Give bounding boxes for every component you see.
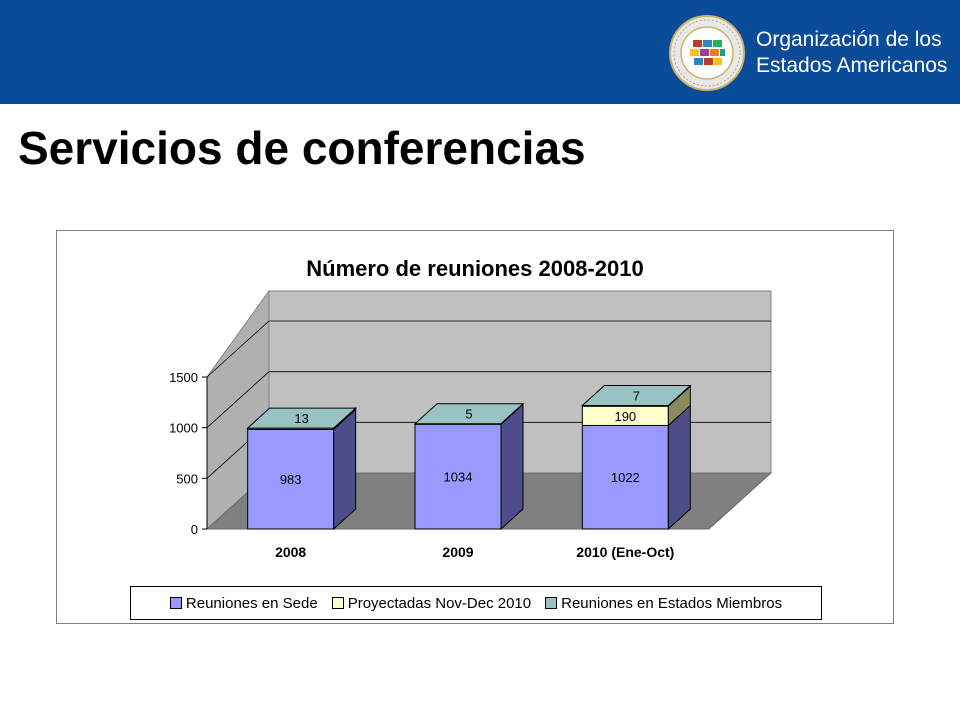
- org-name-line2: Estados Americanos: [756, 54, 948, 77]
- data-label: 1034: [444, 470, 473, 485]
- x-tick-label: 2009: [442, 544, 473, 560]
- data-label: 7: [633, 388, 640, 403]
- data-label: 5: [465, 407, 472, 422]
- chart-legend: Reuniones en Sede Proyectadas Nov-Dec 20…: [130, 586, 822, 620]
- bar-side: [333, 408, 357, 531]
- gridline: [206, 371, 771, 428]
- y-tick-label: 1500: [169, 370, 198, 385]
- y-tick-label: 1000: [169, 421, 198, 436]
- data-label: 190: [614, 409, 636, 424]
- legend-swatch: [331, 597, 344, 609]
- bar-segment: [247, 428, 335, 530]
- chart-frame: Número de reuniones 2008-2010 0 500 1000 15…: [56, 230, 894, 624]
- header-band: Organización de los Estados Americanos: [0, 0, 960, 104]
- data-label: 1022: [611, 470, 640, 485]
- legend-label: Reuniones en Sede: [185, 594, 318, 612]
- legend-swatch: [169, 597, 182, 609]
- oas-seal-logo: [669, 15, 745, 91]
- data-label: 983: [280, 472, 302, 487]
- x-tick-label: 2008: [275, 544, 306, 560]
- bar-chart: Número de reuniones 2008-2010 0 500 1000 15…: [169, 256, 773, 560]
- bar-side: [500, 403, 524, 531]
- legend-swatch: [545, 597, 558, 609]
- x-tick-label: 2010 (Ene-Oct): [576, 544, 674, 560]
- data-label: 13: [294, 411, 308, 426]
- legend-item-sede: Reuniones en Sede: [169, 594, 318, 612]
- legend-item-proyectadas: Proyectadas Nov-Dec 2010: [331, 594, 532, 612]
- bar-top: [581, 384, 692, 406]
- gridline: [206, 320, 771, 378]
- legend-label: Proyectadas Nov-Dec 2010: [347, 594, 532, 612]
- y-tick-label: 500: [176, 471, 198, 486]
- bar-top: [413, 403, 525, 425]
- legend-item-estados: Reuniones en Estados Miembros: [545, 595, 782, 612]
- y-tick-label: 0: [191, 522, 198, 537]
- page-title: Servicios de conferencias: [18, 122, 586, 174]
- chart-title: Número de reuniones 2008-2010: [306, 256, 643, 281]
- bar-top: [246, 407, 357, 429]
- org-name-line1: Organización de los: [756, 28, 942, 51]
- org-name: Organización de los Estados Americanos: [756, 27, 947, 79]
- bar-side: [667, 404, 691, 531]
- legend-label: Reuniones en Estados Miembros: [561, 594, 783, 612]
